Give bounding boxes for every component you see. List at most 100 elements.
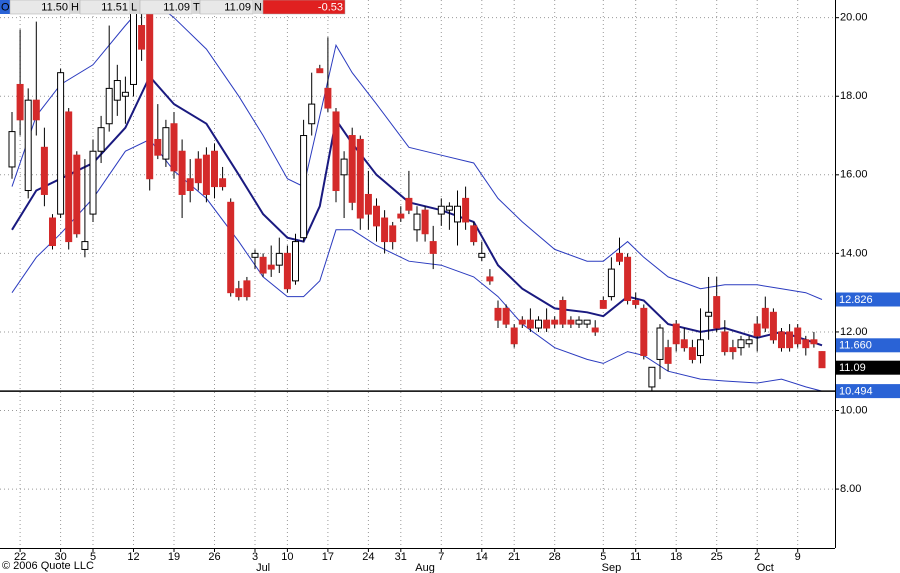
candle-body xyxy=(73,154,81,235)
candle-body xyxy=(761,307,769,329)
candle-body xyxy=(551,319,559,325)
candle-body xyxy=(494,307,502,321)
price-label: 10.494 xyxy=(839,386,873,398)
quote-key: T xyxy=(193,1,200,13)
candle-body xyxy=(737,339,745,349)
price-label-box xyxy=(836,292,900,307)
candle-body xyxy=(105,87,113,125)
candle-body xyxy=(786,331,794,349)
candle-body xyxy=(445,205,453,211)
x-tick-label: 7 xyxy=(438,551,444,563)
quote-value: 11.09 xyxy=(163,1,190,13)
candle-body xyxy=(502,307,510,325)
candle-body xyxy=(202,154,210,195)
y-tick-label: 16.00 xyxy=(840,169,868,181)
candle-body xyxy=(178,150,186,195)
candle-body xyxy=(121,91,129,97)
price-label-box xyxy=(836,384,900,399)
y-tick-label: 12.00 xyxy=(840,326,868,338)
candle-body xyxy=(32,99,40,121)
candle-body xyxy=(794,327,802,345)
candle-body xyxy=(40,146,48,195)
x-tick-label: 9 xyxy=(795,551,801,563)
candle-body xyxy=(57,72,65,215)
candle-body xyxy=(364,193,372,215)
candle-body xyxy=(656,327,664,360)
candle-body xyxy=(389,225,397,243)
month-label: Oct xyxy=(757,562,774,573)
candle-body xyxy=(583,319,591,325)
price-label: 11.660 xyxy=(839,340,872,352)
candle-body xyxy=(381,217,389,243)
x-tick-label: 3 xyxy=(252,551,258,563)
candle-body xyxy=(194,158,202,184)
x-tick-label: 28 xyxy=(549,551,561,563)
x-tick-label: 21 xyxy=(508,551,520,563)
candle-body xyxy=(113,80,121,101)
candle-body xyxy=(543,319,551,329)
candle-body xyxy=(89,150,97,215)
candle-body xyxy=(478,252,486,258)
candle-body xyxy=(97,127,105,152)
x-tick-label: 11 xyxy=(630,551,641,563)
candle-body xyxy=(591,327,599,333)
month-label: Aug xyxy=(415,562,435,573)
price-label: 11.09 xyxy=(839,362,866,374)
candle-body xyxy=(308,103,316,125)
quote-value: 11.51 xyxy=(101,1,128,13)
grid xyxy=(0,0,835,548)
quote-value: -0.53 xyxy=(318,1,343,13)
candle-body xyxy=(454,205,461,223)
candle-body xyxy=(267,264,275,270)
month-label: Jul xyxy=(256,562,270,573)
quote-value-box xyxy=(262,0,346,15)
x-tick-label: 26 xyxy=(208,551,220,563)
candle-body xyxy=(162,127,170,160)
candle-body xyxy=(170,123,178,172)
y-tick-label: 18.00 xyxy=(840,90,868,102)
candle-body xyxy=(348,135,356,203)
candle-body xyxy=(211,150,218,188)
x-tick-label: 14 xyxy=(476,551,488,563)
candle-body xyxy=(778,331,785,349)
candle-body xyxy=(818,351,826,369)
candle-body xyxy=(616,252,623,262)
candle-body xyxy=(575,319,583,325)
price-label: 12.826 xyxy=(839,294,873,306)
candle-body xyxy=(470,225,478,243)
candle-body xyxy=(769,311,777,341)
x-tick-label: 12 xyxy=(127,551,139,563)
x-tick-label: 24 xyxy=(362,551,374,563)
candle-body xyxy=(526,319,534,329)
candle-body xyxy=(429,241,437,254)
candle-body xyxy=(49,217,56,247)
quote-key: H xyxy=(71,1,79,13)
candle-body xyxy=(405,197,413,211)
candle-body xyxy=(373,205,380,227)
candle-body xyxy=(462,197,470,223)
candle-body xyxy=(802,339,810,349)
candle-body xyxy=(567,319,575,325)
quote-value: 11.09 xyxy=(224,1,251,13)
candle-body xyxy=(413,213,421,231)
candle-body xyxy=(227,201,235,294)
candle-body xyxy=(672,323,680,345)
candle-body xyxy=(607,268,615,298)
price-label-box xyxy=(836,338,900,353)
candle-body xyxy=(688,347,696,360)
candle-body xyxy=(146,9,154,180)
candle-body xyxy=(16,83,24,121)
candle-body xyxy=(283,252,291,290)
candle-body xyxy=(437,205,445,215)
x-tick-label: 31 xyxy=(395,551,407,563)
candle-body xyxy=(316,68,324,74)
candle-body xyxy=(332,111,340,192)
candle-body xyxy=(340,158,348,176)
x-tick-label: 2 xyxy=(754,551,760,563)
x-tick-label: 19 xyxy=(168,551,180,563)
candle-body xyxy=(154,138,162,156)
y-tick-label: 20.00 xyxy=(840,12,868,24)
candle-body xyxy=(275,252,283,266)
candle-body xyxy=(356,138,364,219)
